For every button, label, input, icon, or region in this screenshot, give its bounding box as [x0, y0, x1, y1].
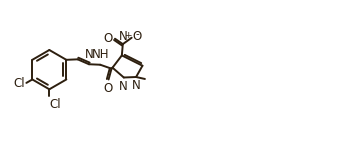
Text: Cl: Cl — [14, 77, 26, 90]
Text: N: N — [119, 30, 128, 43]
Text: O: O — [103, 82, 113, 95]
Text: +: + — [124, 31, 132, 40]
Text: N: N — [132, 80, 141, 93]
Text: NH: NH — [92, 49, 109, 62]
Text: -: - — [136, 29, 140, 39]
Text: O: O — [103, 32, 113, 45]
Text: N: N — [119, 80, 128, 93]
Text: O: O — [132, 30, 141, 43]
Text: N: N — [85, 48, 93, 61]
Text: Cl: Cl — [50, 98, 61, 111]
